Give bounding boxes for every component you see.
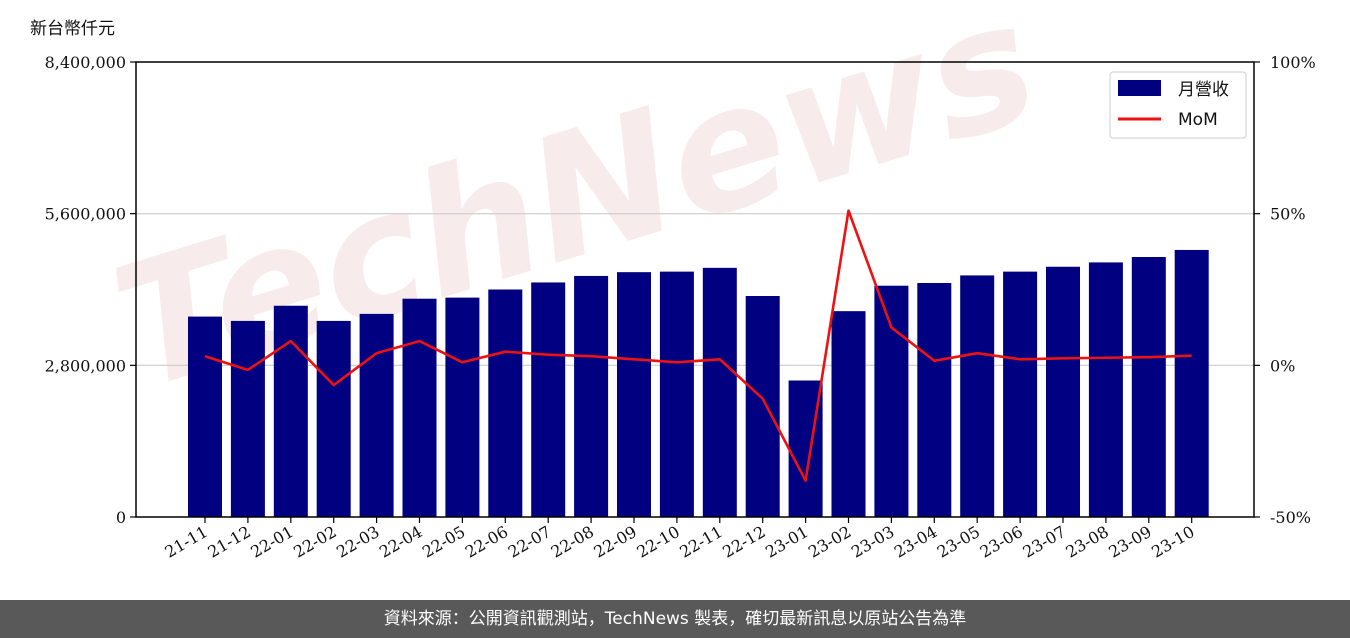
bar <box>273 305 308 517</box>
x-axis-tick-label: 22-03 <box>333 522 382 562</box>
x-axis-tick-label: 23-08 <box>1062 522 1111 562</box>
x-axis-tick-label: 22-10 <box>633 522 682 562</box>
x-axis-tick-label: 23-02 <box>805 522 854 562</box>
bar <box>702 267 737 517</box>
bar <box>617 272 651 517</box>
x-axis-tick-label: 23-05 <box>934 522 983 562</box>
bar <box>659 271 694 517</box>
right-axis-tick-label: 0% <box>1270 356 1295 375</box>
bar <box>359 313 394 517</box>
x-axis-tick-label: 22-02 <box>290 522 339 562</box>
x-axis-tick-label: 22-01 <box>247 522 296 562</box>
bar <box>1046 266 1080 517</box>
x-axis-tick-label: 23-09 <box>1105 522 1154 562</box>
bar <box>230 320 265 517</box>
footer-text: 資料來源：公開資訊觀測站，TechNews 製表，確切最新訊息以原站公告為準 <box>383 609 967 629</box>
bar <box>488 289 523 517</box>
bar <box>316 320 351 517</box>
bar <box>188 316 222 517</box>
legend-label-line: MoM <box>1178 110 1218 130</box>
x-axis-tick-label: 22-11 <box>676 522 725 562</box>
bar <box>1131 257 1166 517</box>
legend: 月營收 MoM <box>1109 71 1247 139</box>
left-axis-tick-label: 8,400,000 <box>45 53 126 72</box>
x-axis-tick-label: 22-05 <box>419 522 468 562</box>
bar <box>917 283 952 517</box>
bar <box>531 282 566 517</box>
bar <box>1088 262 1123 517</box>
x-axis-tick-label: 23-07 <box>1020 522 1069 562</box>
left-axis-tick-label: 0 <box>116 508 126 527</box>
bar <box>1003 271 1038 517</box>
x-axis-tick-label: 23-10 <box>1148 522 1197 562</box>
x-axis-tick-label: 22-06 <box>462 522 511 562</box>
x-axis-tick-label: 22-04 <box>376 522 425 562</box>
x-axis-tick-label: 23-04 <box>891 522 940 562</box>
bar <box>745 296 780 517</box>
x-axis-tick-label: 21-12 <box>204 522 253 562</box>
plot-frame <box>135 61 1255 518</box>
x-axis-tick-label: 23-03 <box>848 522 897 562</box>
x-axis-tick-label: 22-07 <box>505 522 554 562</box>
chart: TechNews02,800,0005,600,0008,400,000-50%… <box>45 0 1316 562</box>
y-axis-unit-label: 新台幣仟元 <box>30 19 115 39</box>
bar <box>831 311 866 517</box>
legend-swatch-bar <box>1118 80 1161 96</box>
legend-label-bar: 月營收 <box>1178 80 1229 100</box>
left-axis-tick-label: 2,800,000 <box>45 356 126 375</box>
left-axis-tick-label: 5,600,000 <box>45 205 126 224</box>
x-axis-tick-label: 22-12 <box>719 522 768 562</box>
right-axis-tick-label: 100% <box>1270 53 1316 72</box>
bar <box>960 275 995 517</box>
x-axis-tick-label: 23-06 <box>977 522 1026 562</box>
right-axis-tick-label: -50% <box>1270 508 1311 527</box>
x-axis-tick-label: 22-09 <box>591 522 640 562</box>
bar <box>402 298 437 517</box>
right-axis-tick-label: 50% <box>1270 205 1306 224</box>
bar <box>874 285 909 517</box>
source-footer: 資料來源：公開資訊觀測站，TechNews 製表，確切最新訊息以原站公告為準 <box>0 600 1350 638</box>
mom-line <box>204 209 1192 482</box>
x-axis-tick-label: 23-01 <box>762 522 811 562</box>
bar <box>445 297 480 517</box>
x-axis-tick-label: 21-11 <box>162 522 211 562</box>
bar <box>574 275 609 517</box>
bar <box>1174 249 1209 518</box>
x-axis-tick-label: 22-08 <box>548 522 597 562</box>
